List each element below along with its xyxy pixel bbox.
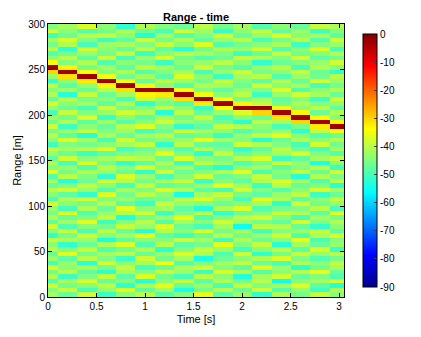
svg-text:2.5: 2.5 <box>284 301 298 312</box>
svg-text:1.5: 1.5 <box>187 301 201 312</box>
svg-text:0: 0 <box>380 29 386 40</box>
svg-text:-80: -80 <box>380 253 395 264</box>
svg-text:-70: -70 <box>380 225 395 236</box>
svg-text:150: 150 <box>28 155 45 166</box>
svg-text:3: 3 <box>336 301 342 312</box>
svg-text:0: 0 <box>39 292 45 303</box>
svg-text:300: 300 <box>28 19 45 30</box>
svg-text:-50: -50 <box>380 169 395 180</box>
svg-text:0: 0 <box>45 301 51 312</box>
svg-text:-90: -90 <box>380 282 395 293</box>
svg-text:200: 200 <box>28 110 45 121</box>
svg-text:100: 100 <box>28 201 45 212</box>
svg-text:Time [s]: Time [s] <box>177 313 216 325</box>
svg-text:-40: -40 <box>380 141 395 152</box>
svg-text:-60: -60 <box>380 197 395 208</box>
svg-text:250: 250 <box>28 64 45 75</box>
svg-text:Range [m]: Range [m] <box>11 135 23 186</box>
svg-text:-10: -10 <box>380 57 395 68</box>
svg-text:0.5: 0.5 <box>90 301 104 312</box>
svg-text:Range - time: Range - time <box>163 11 229 23</box>
svg-text:-30: -30 <box>380 113 395 124</box>
svg-text:50: 50 <box>34 246 46 257</box>
svg-text:1: 1 <box>142 301 148 312</box>
svg-text:-20: -20 <box>380 85 395 96</box>
svg-text:2: 2 <box>239 301 245 312</box>
